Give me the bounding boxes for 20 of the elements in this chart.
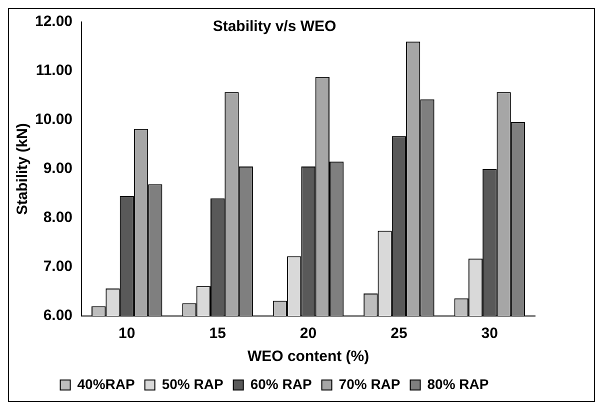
legend-label: 40%RAP [77, 376, 135, 392]
y-tick-label: 9.00 [43, 160, 73, 178]
x-tick-label: 10 [118, 325, 136, 342]
y-axis-title: Stability (kN) [14, 123, 32, 215]
x-tick-label: 30 [481, 325, 498, 342]
y-tick-label: 8.00 [43, 209, 73, 226]
legend-label: 60% RAP [250, 376, 312, 392]
x-tick-label: 15 [209, 325, 226, 342]
chart-title: Stability v/s WEO [212, 18, 337, 36]
y-tick-label: 7.00 [43, 258, 73, 276]
x-axis-title: WEO content (%) [247, 348, 370, 366]
y-tick-label: 10.00 [34, 111, 73, 128]
x-tick-label: 20 [300, 325, 317, 342]
y-tick-label: 11.00 [36, 62, 73, 80]
legend-label: 50% RAP [162, 376, 224, 392]
legend-label: 70% RAP [338, 376, 400, 392]
x-tick-label: 25 [390, 325, 408, 342]
y-tick-label: 6.00 [43, 307, 73, 324]
legend-label: 80% RAP [427, 376, 489, 392]
y-tick-label: 12.00 [34, 13, 73, 30]
